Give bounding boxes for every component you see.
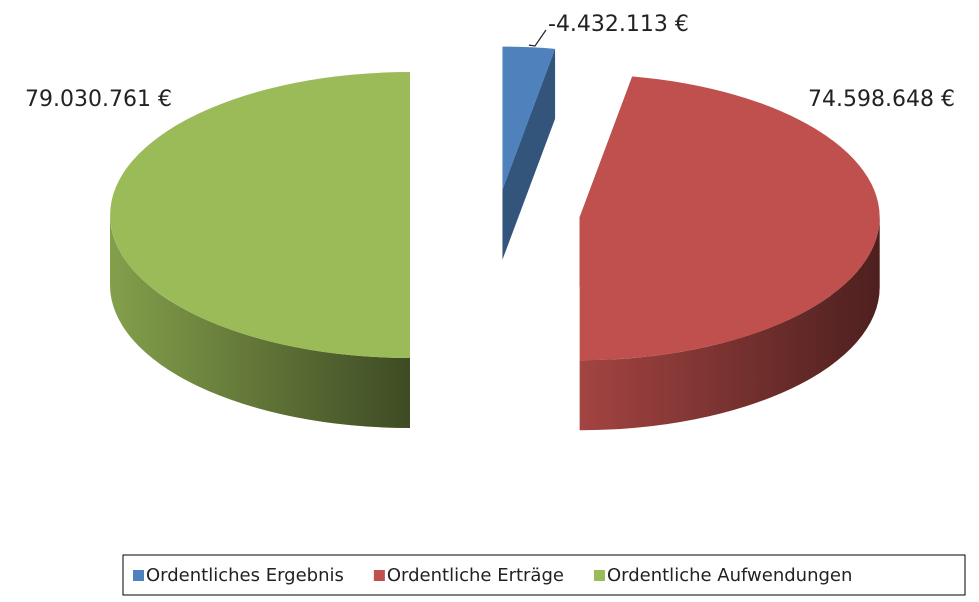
slice: [110, 72, 410, 428]
slice-top: [110, 72, 410, 358]
legend-label: Ordentliches Ergebnis: [146, 565, 344, 586]
slice-side-shade: [110, 215, 410, 428]
slice-cut-shade: [502, 48, 556, 260]
legend: Ordentliches Ergebnis Ordentliche Erträge…: [133, 565, 852, 586]
data-label: 74.598.648 €: [808, 87, 955, 112]
legend-box: [122, 554, 966, 596]
slice-side-shade: [579, 217, 880, 431]
legend-swatch: [373, 570, 385, 581]
slice-top: [502, 46, 556, 190]
slice: [579, 76, 880, 431]
legend-swatch: [593, 570, 605, 581]
legend-label: Ordentliche Erträge: [387, 565, 564, 586]
legend-swatch: [133, 570, 144, 581]
data-label: 79.030.761 €: [25, 87, 172, 112]
legend-label: Ordentliche Aufwendungen: [607, 565, 852, 586]
slice: [502, 46, 556, 260]
slice-top: [579, 76, 880, 361]
leader-line: [528, 29, 547, 47]
slice-cut-face: [502, 48, 556, 260]
data-label: -4.432.113 €: [548, 12, 689, 37]
pie: -4.432.113 € 74.598.648 € 79.030.761 €: [25, 12, 955, 431]
